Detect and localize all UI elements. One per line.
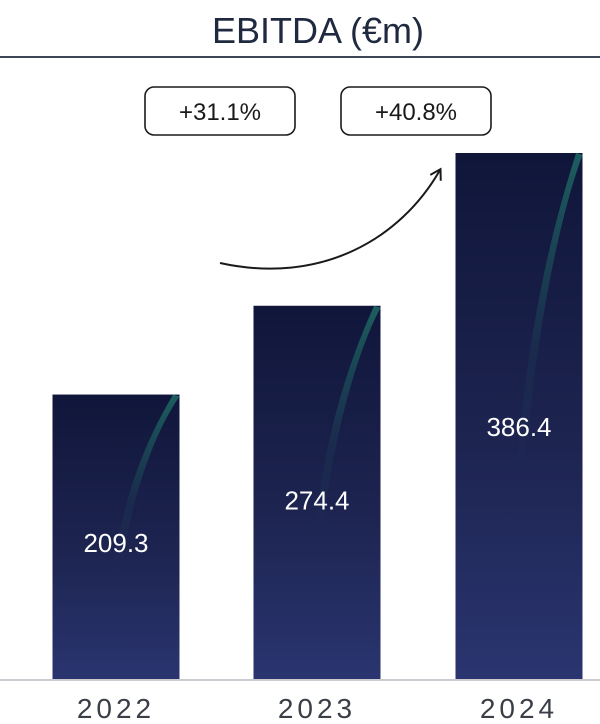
category-label-2023: 2023 bbox=[278, 693, 356, 724]
bar-2022 bbox=[52, 394, 180, 680]
bars-group: 209.3 274.4 386.4 bbox=[52, 153, 583, 680]
bar-2023 bbox=[253, 305, 381, 680]
bar-streak-2024 bbox=[516, 153, 583, 480]
category-label-2022: 2022 bbox=[77, 693, 155, 724]
value-label-2022: 209.3 bbox=[83, 528, 148, 558]
value-label-2024: 386.4 bbox=[486, 412, 551, 442]
value-label-2023: 274.4 bbox=[284, 485, 349, 515]
growth-badge-1-text: +31.1% bbox=[179, 99, 261, 126]
category-labels: 2022 2023 2024 bbox=[77, 693, 558, 724]
growth-badge-2: +40.8% bbox=[340, 86, 492, 136]
growth-arrow bbox=[219, 167, 442, 270]
growth-badge-1: +31.1% bbox=[144, 86, 296, 136]
bar-streak-2023 bbox=[314, 305, 381, 538]
growth-badge-2-text: +40.8% bbox=[375, 99, 457, 126]
bar-2024 bbox=[455, 153, 583, 680]
bar-streak-2022 bbox=[113, 394, 180, 572]
category-label-2024: 2024 bbox=[480, 693, 558, 724]
chart-title: EBITDA (€m) bbox=[212, 10, 424, 51]
